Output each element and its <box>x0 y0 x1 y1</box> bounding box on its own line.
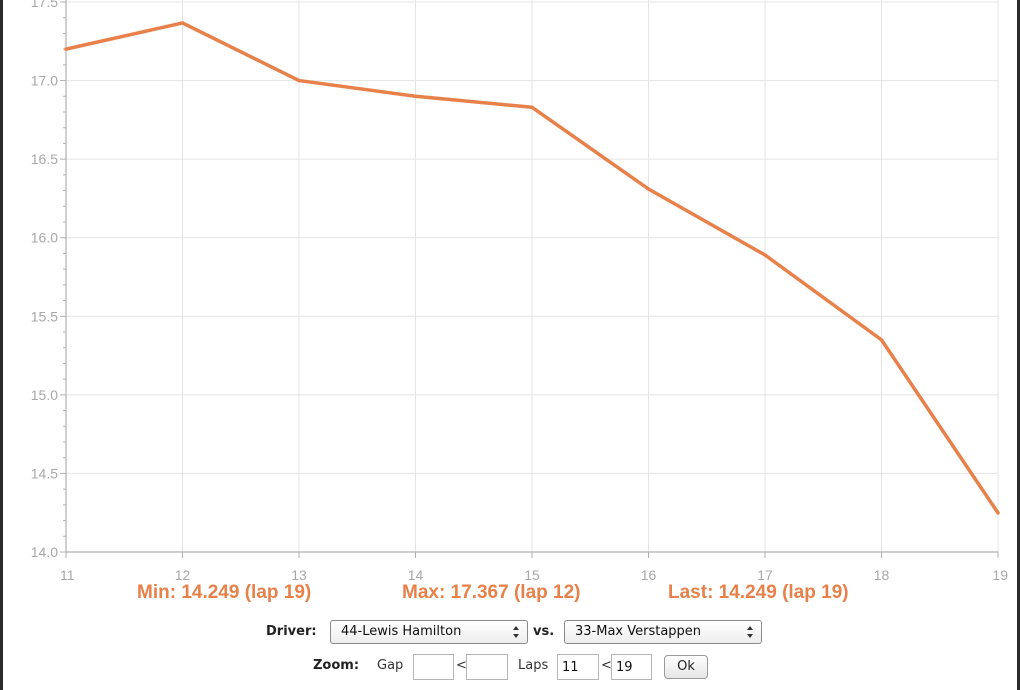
y-tick-label: 17.0 <box>31 73 58 89</box>
y-tick-label: 15.5 <box>31 308 58 324</box>
gap-label: Gap <box>377 658 404 673</box>
data-point <box>530 105 534 109</box>
x-tick-label: 15 <box>524 567 540 580</box>
data-point <box>180 21 185 25</box>
x-tick-label: 16 <box>641 567 657 580</box>
chart-tick-labels: 14.0 14.5 15.0 15.5 16.0 16.5 17.0 17.5 11 12 13 14… <box>31 0 1008 580</box>
y-tick-label: 16.0 <box>31 230 58 246</box>
y-tick-label: 14.5 <box>31 465 58 481</box>
data-point <box>646 187 651 191</box>
data-point <box>297 78 301 83</box>
laps-max-input[interactable] <box>611 654 652 680</box>
min-stat: Min: 14.249 (lap 19) <box>137 582 312 603</box>
ok-button[interactable]: Ok <box>664 655 708 679</box>
laps-label: Laps <box>518 658 549 673</box>
y-tick-label: 16.5 <box>31 151 58 167</box>
chart-grid <box>66 0 999 552</box>
data-point <box>413 94 418 98</box>
laps-less-than: < <box>601 658 612 673</box>
driver1-select[interactable]: 44-Lewis Hamilton <box>330 620 528 644</box>
x-tick-label: 17 <box>757 567 773 580</box>
select-arrows-icon <box>747 626 753 638</box>
x-tick-label: 18 <box>874 567 890 580</box>
last-stat: Last: 14.249 (lap 19) <box>668 582 849 603</box>
max-stat: Max: 17.367 (lap 12) <box>402 582 581 603</box>
zoom-row: Zoom: Gap < Laps < Ok <box>0 653 1020 681</box>
x-tick-label: 12 <box>175 567 191 580</box>
y-tick-label: 14.0 <box>31 544 58 560</box>
laps-min-input[interactable] <box>557 654 599 680</box>
y-tick-label: 17.5 <box>31 0 58 10</box>
x-tick-label: 14 <box>408 567 424 580</box>
data-point <box>879 338 884 342</box>
driver-label: Driver: <box>266 624 317 639</box>
chart-axes <box>60 0 999 558</box>
gap-max-input[interactable] <box>466 654 508 680</box>
chart-series <box>64 21 1000 515</box>
gap-min-input[interactable] <box>413 654 454 680</box>
zoom-label: Zoom: <box>313 658 360 673</box>
driver2-select[interactable]: 33-Max Verstappen <box>564 620 762 644</box>
select-arrows-icon <box>513 626 519 638</box>
x-tick-label: 13 <box>291 567 307 580</box>
vs-label: vs. <box>533 624 555 639</box>
y-tick-label: 15.0 <box>31 387 58 403</box>
x-tick-label: 11 <box>60 567 75 580</box>
driver1-selected-value: 44-Lewis Hamilton <box>341 624 462 639</box>
stats-bar: Min: 14.249 (lap 19) Max: 17.367 (lap 12… <box>0 580 1020 608</box>
driver-selection-row: Driver: 44-Lewis Hamilton vs. 33-Max Ver… <box>0 619 1020 647</box>
data-point <box>64 47 68 51</box>
gap-less-than: < <box>456 658 467 673</box>
x-tick-label: 19 <box>992 567 1008 580</box>
data-point <box>763 253 767 257</box>
driver2-selected-value: 33-Max Verstappen <box>575 624 702 639</box>
lap-gap-chart: 14.0 14.5 15.0 15.5 16.0 16.5 17.0 17.5 11 12 13 14… <box>31 0 1008 580</box>
data-point <box>996 511 1000 515</box>
